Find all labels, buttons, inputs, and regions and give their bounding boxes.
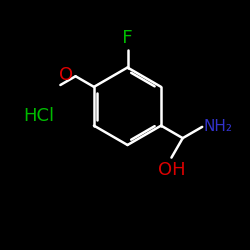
Text: F: F	[122, 29, 133, 47]
Text: NH₂: NH₂	[204, 120, 233, 134]
Text: HCl: HCl	[23, 107, 54, 125]
Text: OH: OH	[158, 160, 185, 178]
Text: O: O	[60, 66, 74, 84]
